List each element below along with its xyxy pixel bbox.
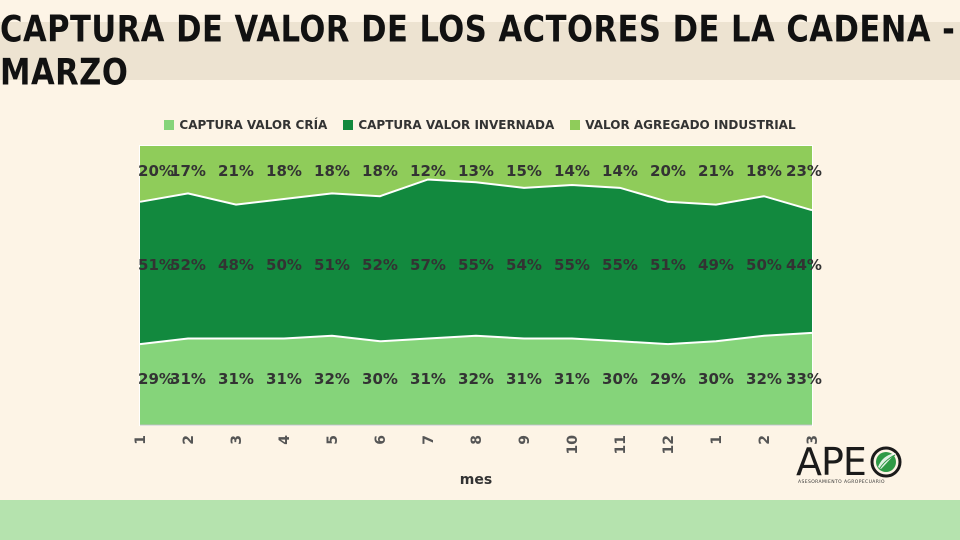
boundary-invernada-industrial <box>139 178 813 212</box>
data-label-cria: 31% <box>170 370 206 388</box>
x-tick-label: 1 <box>709 435 725 445</box>
ape-logo: APE ASESORAMIENTO AGROPECUARIO <box>796 440 908 490</box>
data-label-invernada: 55% <box>458 256 494 274</box>
data-label-cria: 31% <box>554 370 590 388</box>
data-label-cria: 29% <box>138 370 174 388</box>
x-axis-title: mes <box>460 472 492 488</box>
data-label-cria: 31% <box>506 370 542 388</box>
x-tick-label: 11 <box>613 435 629 454</box>
stacked-area-chart: 29%31% 31% 31% 32% 30% 31% 32% 31% 31% 30% 29% 30% 3… <box>133 145 822 488</box>
data-label-invernada: 57% <box>410 256 446 274</box>
data-label-industrial: 15% <box>506 162 542 180</box>
data-label-industrial: 18% <box>266 162 302 180</box>
data-label-invernada: 51% <box>314 256 350 274</box>
data-label-invernada: 44% <box>786 256 822 274</box>
data-label-cria: 30% <box>698 370 734 388</box>
data-label-industrial: 14% <box>554 162 590 180</box>
data-label-invernada: 50% <box>266 256 302 274</box>
logo-text: APE <box>796 440 867 484</box>
data-label-cria: 33% <box>786 370 822 388</box>
data-label-invernada: 54% <box>506 256 542 274</box>
legend-item-cria: CAPTURA VALOR CRÍA <box>164 118 327 132</box>
data-label-invernada: 51% <box>650 256 686 274</box>
data-label-industrial: 21% <box>698 162 734 180</box>
legend-swatch-invernada <box>343 120 354 130</box>
bottom-band <box>0 500 960 540</box>
x-tick-label: 6 <box>373 435 389 445</box>
x-tick-label: 1 <box>133 435 149 445</box>
data-label-industrial: 17% <box>170 162 206 180</box>
leaf-globe-icon <box>870 446 902 478</box>
data-label-industrial: 18% <box>314 162 350 180</box>
legend-swatch-industrial <box>570 120 581 130</box>
data-label-invernada: 49% <box>698 256 734 274</box>
data-label-industrial: 18% <box>362 162 398 180</box>
legend-item-industrial: VALOR AGREGADO INDUSTRIAL <box>570 118 796 132</box>
legend-item-invernada: CAPTURA VALOR INVERNADA <box>343 118 554 132</box>
data-label-invernada: 52% <box>362 256 398 274</box>
legend-swatch-cria <box>164 120 175 130</box>
data-label-cria: 32% <box>746 370 782 388</box>
data-label-invernada: 55% <box>602 256 638 274</box>
data-label-industrial: 21% <box>218 162 254 180</box>
area-invernada <box>140 179 812 345</box>
x-tick-label: 8 <box>469 435 485 445</box>
data-label-invernada: 55% <box>554 256 590 274</box>
data-label-cria: 30% <box>602 370 638 388</box>
legend-label-invernada: CAPTURA VALOR INVERNADA <box>358 118 555 132</box>
x-tick-label: 9 <box>517 435 533 445</box>
data-label-industrial: 20% <box>650 162 686 180</box>
legend-label-industrial: VALOR AGREGADO INDUSTRIAL <box>585 118 796 132</box>
area-cria <box>140 332 812 425</box>
x-tick-label: 4 <box>277 435 293 445</box>
data-label-industrial: 12% <box>410 162 446 180</box>
x-tick-label: 3 <box>805 435 821 445</box>
data-label-industrial: 14% <box>602 162 638 180</box>
data-label-invernada: 51% <box>138 256 174 274</box>
legend-label-cria: CAPTURA VALOR CRÍA <box>179 118 328 132</box>
data-label-cria: 30% <box>362 370 398 388</box>
data-label-invernada: 48% <box>218 256 254 274</box>
logo-subtitle: ASESORAMIENTO AGROPECUARIO <box>798 480 885 485</box>
data-label-industrial: 13% <box>458 162 494 180</box>
data-label-cria: 31% <box>218 370 254 388</box>
data-label-cria: 32% <box>458 370 494 388</box>
boundary-cria-invernada <box>139 331 813 346</box>
data-label-industrial: 23% <box>786 162 822 180</box>
data-label-cria: 29% <box>650 370 686 388</box>
data-label-invernada: 50% <box>746 256 782 274</box>
data-label-invernada: 52% <box>170 256 206 274</box>
x-tick-label: 7 <box>421 435 437 445</box>
title-band <box>0 22 960 80</box>
data-label-industrial: 20% <box>138 162 174 180</box>
x-tick-label: 12 <box>661 435 677 454</box>
data-label-cria: 32% <box>314 370 350 388</box>
data-label-cria: 31% <box>266 370 302 388</box>
chart-legend: CAPTURA VALOR CRÍA CAPTURA VALOR INVERNA… <box>0 118 960 132</box>
data-label-cria: 31% <box>410 370 446 388</box>
x-tick-label: 2 <box>181 435 197 445</box>
data-label-industrial: 18% <box>746 162 782 180</box>
x-tick-label: 5 <box>325 435 341 445</box>
x-tick-label: 3 <box>229 435 245 445</box>
x-tick-label: 2 <box>757 435 773 445</box>
x-tick-label: 10 <box>565 435 581 455</box>
